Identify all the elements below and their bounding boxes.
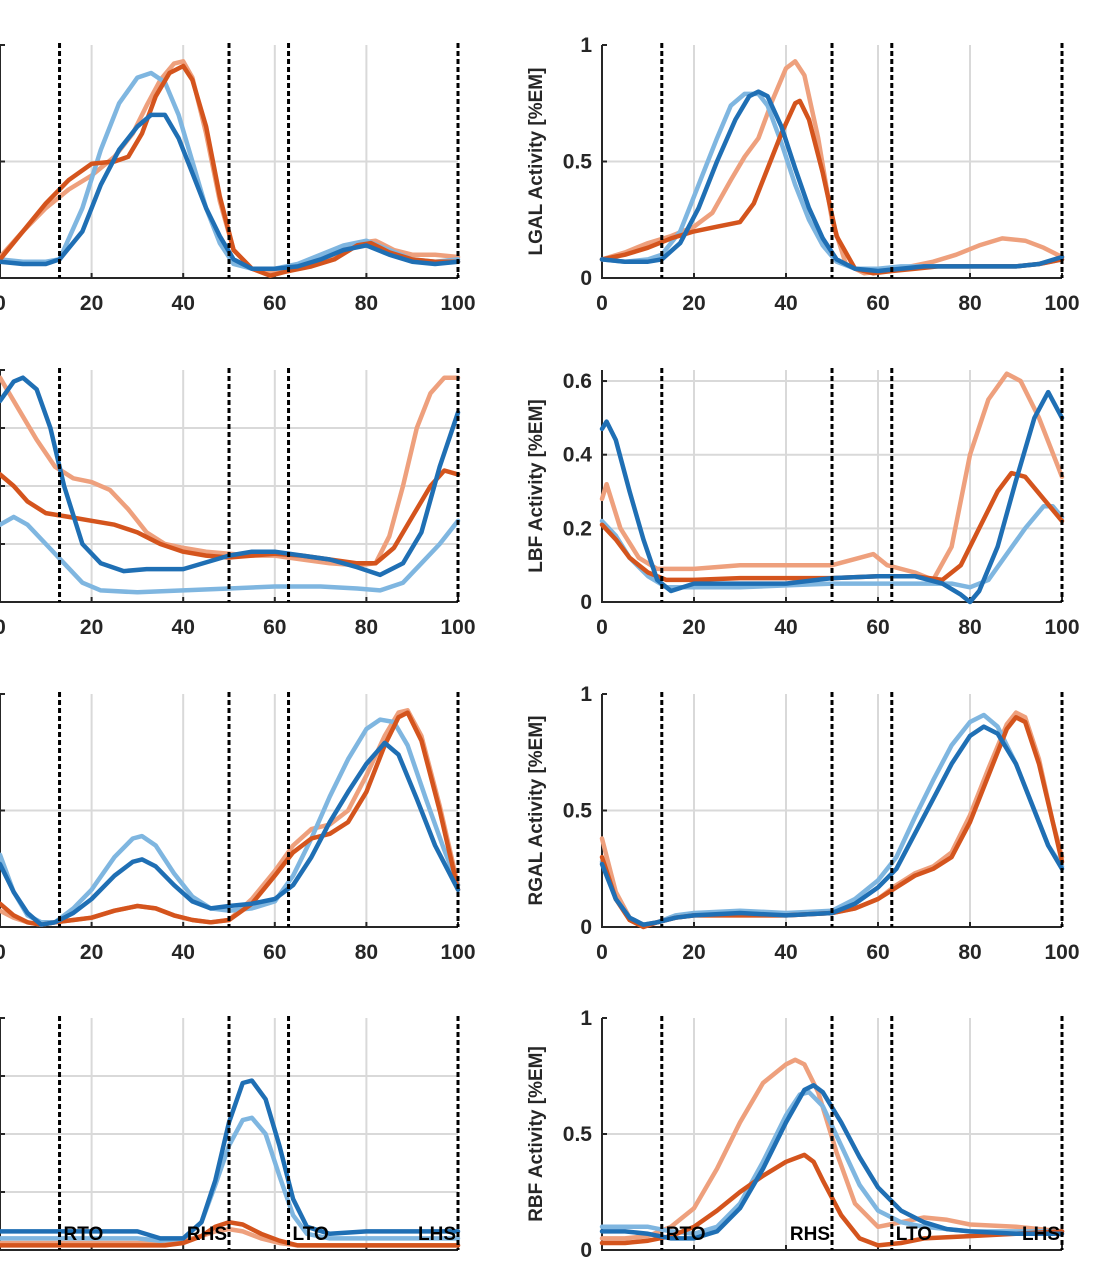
x-tick-label: 80 <box>958 292 981 315</box>
series-line-dark-blue <box>599 89 1065 274</box>
x-tick-label: 20 <box>682 292 705 315</box>
event-label: RTO <box>64 1224 104 1245</box>
series-line-dark-orange <box>0 63 461 278</box>
y-axis-label: LBF Activity [%EM] <box>526 399 547 572</box>
x-tick-label: 40 <box>774 941 797 964</box>
x-tick-label: 60 <box>866 292 889 315</box>
series-line-dark-blue <box>599 724 1065 927</box>
x-tick-label: 80 <box>355 616 378 639</box>
panel-7: 020406080100RTORHSLTOLHS <box>0 1016 461 1251</box>
y-tick-label: 0.5 <box>563 151 593 174</box>
y-axis-label: RGAL Activity [%EM] <box>526 715 547 905</box>
y-axis-label: LGAL Activity [%EM] <box>526 68 547 256</box>
y-tick-label: 0.6 <box>563 370 592 393</box>
series-line-dark-blue <box>599 1083 1065 1241</box>
x-tick-label: 0 <box>0 941 6 964</box>
series-line-light-blue <box>599 504 1065 590</box>
panel-2: 0 20 40 60 80 100 0 0.5 1 LGAL Activity [%EM] <box>526 34 1080 315</box>
event-label: RHS <box>187 1224 227 1245</box>
x-tick-label: 100 <box>1044 292 1079 315</box>
panel-4: 0 20 40 60 80 100 0 0.2 0.4 0.6 LBF Activity [%EM] <box>526 368 1080 639</box>
series-line-dark-blue <box>599 389 1065 605</box>
event-label: RTO <box>666 1224 706 1245</box>
x-tick-label: 60 <box>866 616 889 639</box>
x-tick-label: 100 <box>440 941 475 964</box>
y-tick-label: 0 <box>580 591 592 614</box>
event-label: LHS <box>418 1224 456 1245</box>
y-tick-label: 0 <box>580 916 592 939</box>
x-tick-label: 40 <box>172 616 195 639</box>
panel-6: 0 20 40 60 80 100 0 0.5 1 RGAL Activity [%EM] <box>526 683 1080 964</box>
event-label: LHS <box>1022 1224 1060 1245</box>
event-label: RHS <box>790 1224 830 1245</box>
x-tick-label: 60 <box>263 941 286 964</box>
x-tick-label: 60 <box>263 616 286 639</box>
panel-5: 0 20 40 60 80 100 <box>0 692 476 964</box>
x-tick-label: 40 <box>774 616 797 639</box>
y-tick-label: 0 <box>580 267 592 290</box>
x-tick-label: 80 <box>355 941 378 964</box>
series-line-dark-orange <box>599 1152 1065 1248</box>
series-line-light-blue <box>0 514 461 595</box>
x-tick-label: 0 <box>0 616 6 639</box>
x-tick-label: 80 <box>355 292 378 315</box>
x-tick-label: 40 <box>172 292 195 315</box>
y-tick-label: 0.2 <box>563 517 592 540</box>
y-tick-label: 0 <box>580 1239 592 1262</box>
panel-3: 0 20 40 60 80 100 <box>0 368 476 639</box>
y-tick-label: 0.5 <box>563 1123 593 1146</box>
event-label: LTO <box>896 1224 932 1245</box>
y-tick-label: 1 <box>580 1007 592 1030</box>
x-tick-label: 100 <box>440 292 475 315</box>
x-tick-label: 0 <box>596 616 608 639</box>
x-tick-label: 80 <box>958 941 981 964</box>
y-tick-label: 1 <box>580 683 592 706</box>
series-line-light-orange <box>599 371 1065 583</box>
x-tick-label: 40 <box>172 941 195 964</box>
panel-1: 0 20 40 60 80 100 <box>0 43 476 315</box>
series-line-dark-blue <box>0 112 461 271</box>
series-line-light-orange <box>599 1057 1065 1241</box>
x-tick-label: 100 <box>1044 616 1079 639</box>
y-tick-label: 0.5 <box>563 800 593 823</box>
x-tick-label: 20 <box>682 616 705 639</box>
series-line-dark-orange <box>0 1219 461 1248</box>
y-tick-label: 1 <box>580 34 592 57</box>
x-tick-label: 0 <box>0 292 6 315</box>
x-tick-label: 60 <box>866 941 889 964</box>
series-line-dark-blue <box>0 1078 461 1241</box>
series-line-dark-blue <box>0 740 461 927</box>
x-tick-label: 40 <box>774 292 797 315</box>
x-tick-label: 20 <box>80 616 103 639</box>
x-tick-label: 20 <box>80 292 103 315</box>
series-line-light-orange <box>599 59 1065 276</box>
x-tick-label: 100 <box>1044 941 1079 964</box>
x-tick-label: 80 <box>958 616 981 639</box>
x-tick-label: 0 <box>596 941 608 964</box>
x-tick-label: 60 <box>263 292 286 315</box>
y-tick-label: 0.4 <box>563 444 593 467</box>
x-tick-label: 0 <box>596 292 608 315</box>
x-tick-label: 20 <box>682 941 705 964</box>
y-axis-label: RBF Activity [%EM] <box>526 1046 547 1222</box>
series-line-light-blue <box>0 1115 461 1243</box>
x-tick-label: 20 <box>80 941 103 964</box>
x-tick-label: 100 <box>440 616 475 639</box>
event-label: LTO <box>293 1224 329 1245</box>
series-line-dark-blue <box>0 375 461 578</box>
